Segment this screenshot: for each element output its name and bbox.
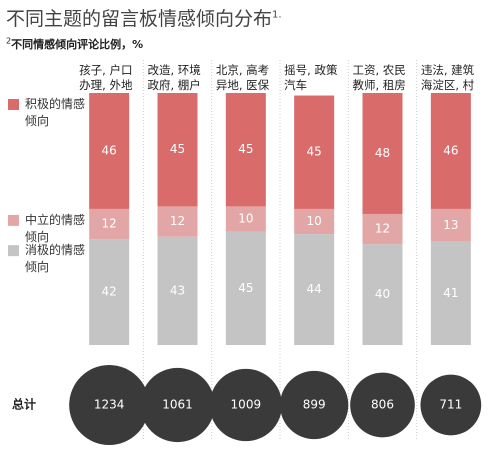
value-label: 12 [375, 222, 390, 236]
x-tick-label: 孩子, 户口 [79, 63, 133, 77]
total-value: 806 [371, 398, 394, 412]
total-value: 1234 [94, 398, 125, 412]
x-tick-label: 违法, 建筑 [420, 63, 475, 77]
total-label: 总计 [12, 397, 36, 412]
subtitle-row: 2不同情感倾向评论比例，% [6, 36, 143, 52]
value-label: 45 [307, 145, 322, 159]
total-value: 899 [303, 398, 326, 412]
total-bubble [280, 370, 349, 440]
subtitle: 不同情感倾向评论比例，% [11, 38, 144, 51]
total-bubble [140, 367, 215, 443]
bar-segment [225, 206, 266, 232]
bar-segment [430, 208, 471, 242]
x-tick-label: 汽车 [284, 78, 308, 92]
title-footnote: 1. [272, 9, 282, 21]
legend-label: 消极的情感倾向 [25, 243, 86, 275]
value-label: 41 [443, 286, 458, 300]
x-tick-label: 教师, 租房 [352, 78, 406, 92]
legend-label: 中立的情感倾向 [25, 212, 86, 244]
bar-segment [157, 206, 198, 237]
value-label: 44 [307, 282, 322, 296]
x-tick-label: 政府, 棚户 [147, 78, 201, 92]
total-bubble [209, 368, 283, 442]
chart-title: 不同主题的留言板情感倾向分布 [6, 8, 273, 30]
bar-segment [362, 244, 403, 345]
total-bubble [69, 365, 150, 445]
value-label: 40 [375, 287, 390, 301]
x-tick-label: 改造, 环境 [147, 63, 201, 77]
legend-swatch [8, 99, 19, 110]
value-label: 13 [443, 218, 458, 232]
bar-segment [89, 208, 130, 240]
value-label: 42 [102, 285, 117, 299]
bar-segment [294, 234, 335, 345]
bar-segment [294, 95, 335, 209]
value-label: 46 [102, 143, 117, 157]
total-value: 1009 [231, 398, 262, 412]
bar-segment [430, 93, 471, 209]
value-label: 10 [307, 214, 322, 228]
title-row: 不同主题的留言板情感倾向分布1. [6, 4, 282, 31]
subtitle-footnote: 2 [6, 36, 12, 46]
value-label: 10 [238, 212, 253, 226]
bar-segment [89, 239, 130, 345]
x-tick-label: 摇号, 政策 [284, 63, 338, 77]
legend-label: 积极的情感倾向 [25, 97, 86, 128]
bar-segment [225, 231, 266, 345]
bar-segment [225, 93, 266, 207]
bar-segment [294, 208, 335, 235]
x-tick-label: 工资, 农民 [352, 63, 406, 77]
legend-swatch [8, 245, 19, 257]
x-tick-label: 北京, 高考 [215, 63, 270, 77]
total-value: 1061 [162, 398, 193, 412]
total-value: 711 [439, 398, 462, 412]
value-label: 45 [238, 142, 253, 156]
value-label: 45 [238, 281, 253, 295]
bar-segment [430, 241, 471, 345]
x-tick-label: 海淀区, 村 [420, 78, 475, 92]
value-label: 12 [170, 214, 185, 228]
x-tick-label: 办理, 外地 [79, 78, 133, 92]
value-label: 46 [443, 143, 458, 157]
value-label: 43 [170, 283, 185, 297]
bar-segment [157, 236, 198, 345]
bar-segment [362, 93, 403, 214]
value-label: 48 [375, 146, 390, 160]
bar-segment [362, 213, 403, 245]
total-bubble [350, 372, 415, 438]
bar-segment [157, 93, 198, 207]
legend-swatch [8, 214, 19, 226]
total-bubble [420, 374, 482, 436]
value-label: 12 [102, 217, 117, 231]
value-label: 45 [170, 142, 185, 156]
x-tick-label: 异地, 医保 [215, 78, 270, 92]
bar-segment [89, 93, 130, 209]
